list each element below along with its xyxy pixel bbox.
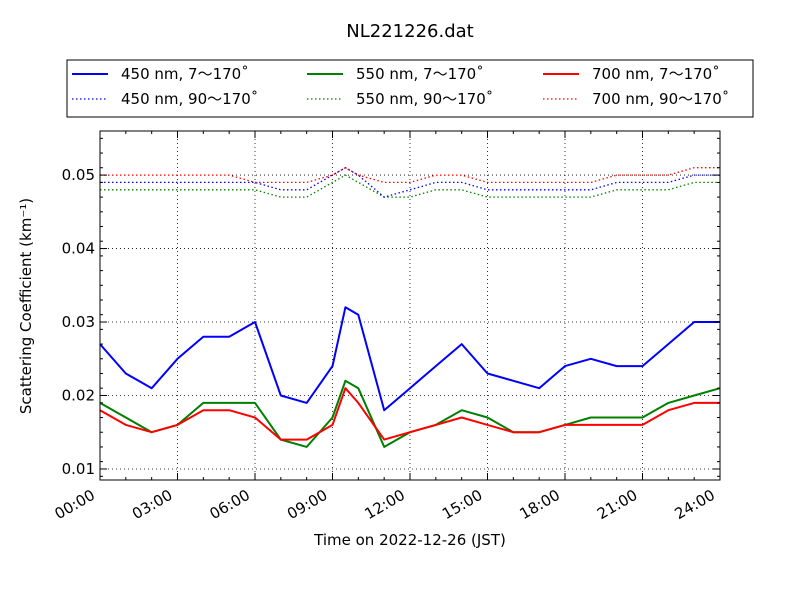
y-tick-label: 0.04 <box>62 240 95 258</box>
grid-lines <box>100 131 720 480</box>
y-axis-label: Scattering Coefficient (km⁻¹) <box>17 198 35 414</box>
plot-area <box>99 130 721 481</box>
x-tick-label: 12:00 <box>362 486 408 523</box>
legend-box <box>66 59 754 118</box>
y-tick-label: 0.03 <box>62 313 95 331</box>
x-axis-label: Time on 2022-12-26 (JST) <box>313 531 506 549</box>
y-tick-label: 0.05 <box>62 166 95 184</box>
x-tick-label: 06:00 <box>207 486 253 523</box>
axis-ticks <box>99 131 721 480</box>
x-tick-label: 24:00 <box>672 486 718 523</box>
legend-label: 450 nm, 90～170˚ <box>121 90 258 108</box>
chart-title: NL221226.dat <box>346 21 473 42</box>
series-line <box>99 387 720 441</box>
y-tick-label: 0.02 <box>62 387 95 405</box>
legend: 450 nm, 7～170˚ 550 nm, 7～170˚ 700 nm, 7～17… <box>66 59 754 118</box>
series-line <box>99 379 721 448</box>
series-line <box>100 167 720 198</box>
x-tick-label: 03:00 <box>129 486 175 523</box>
legend-label: 700 nm, 90～170˚ <box>592 90 729 108</box>
x-tick-label: 21:00 <box>594 486 640 523</box>
legend-label: 550 nm, 90～170˚ <box>356 90 493 108</box>
series-line <box>99 306 720 412</box>
legend-label: 700 nm, 7～170˚ <box>592 65 720 83</box>
x-tick-label: 09:00 <box>284 486 330 523</box>
series-line <box>100 167 720 184</box>
legend-label: 450 nm, 7～170˚ <box>121 65 249 83</box>
legend-items: 450 nm, 7～170˚ 550 nm, 7～170˚ 700 nm, 7～17… <box>72 65 729 108</box>
series-lines <box>99 167 721 448</box>
x-tick-label: 18:00 <box>517 486 563 523</box>
y-axis-tick-labels: 0.01 0.02 0.03 0.04 0.05 <box>62 166 95 478</box>
x-tick-label: 00:00 <box>52 486 98 523</box>
x-tick-label: 15:00 <box>439 486 485 523</box>
x-axis-tick-labels: 00:00 03:00 06:00 09:00 12:00 15:00 18:00 21:00… <box>52 486 718 523</box>
legend-label: 550 nm, 7～170˚ <box>356 65 484 83</box>
y-tick-label: 0.01 <box>62 460 95 478</box>
